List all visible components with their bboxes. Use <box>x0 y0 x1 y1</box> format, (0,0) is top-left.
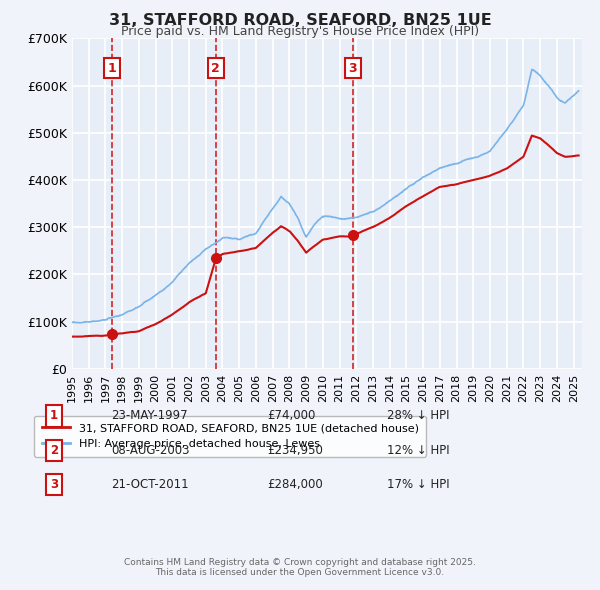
Text: 08-AUG-2003: 08-AUG-2003 <box>111 444 190 457</box>
Text: 1: 1 <box>50 409 58 422</box>
Text: 21-OCT-2011: 21-OCT-2011 <box>111 478 188 491</box>
Text: Price paid vs. HM Land Registry's House Price Index (HPI): Price paid vs. HM Land Registry's House … <box>121 25 479 38</box>
Text: 23-MAY-1997: 23-MAY-1997 <box>111 409 188 422</box>
Text: 28% ↓ HPI: 28% ↓ HPI <box>387 409 449 422</box>
Text: 12% ↓ HPI: 12% ↓ HPI <box>387 444 449 457</box>
Text: 17% ↓ HPI: 17% ↓ HPI <box>387 478 449 491</box>
Text: 3: 3 <box>349 61 357 74</box>
Text: 2: 2 <box>211 61 220 74</box>
Text: £74,000: £74,000 <box>267 409 316 422</box>
Text: £234,950: £234,950 <box>267 444 323 457</box>
Text: 1: 1 <box>107 61 116 74</box>
Text: 3: 3 <box>50 478 58 491</box>
Text: 31, STAFFORD ROAD, SEAFORD, BN25 1UE: 31, STAFFORD ROAD, SEAFORD, BN25 1UE <box>109 13 491 28</box>
Legend: 31, STAFFORD ROAD, SEAFORD, BN25 1UE (detached house), HPI: Average price, detac: 31, STAFFORD ROAD, SEAFORD, BN25 1UE (de… <box>34 415 427 457</box>
Text: £284,000: £284,000 <box>267 478 323 491</box>
Text: 2: 2 <box>50 444 58 457</box>
Text: Contains HM Land Registry data © Crown copyright and database right 2025.
This d: Contains HM Land Registry data © Crown c… <box>124 558 476 577</box>
